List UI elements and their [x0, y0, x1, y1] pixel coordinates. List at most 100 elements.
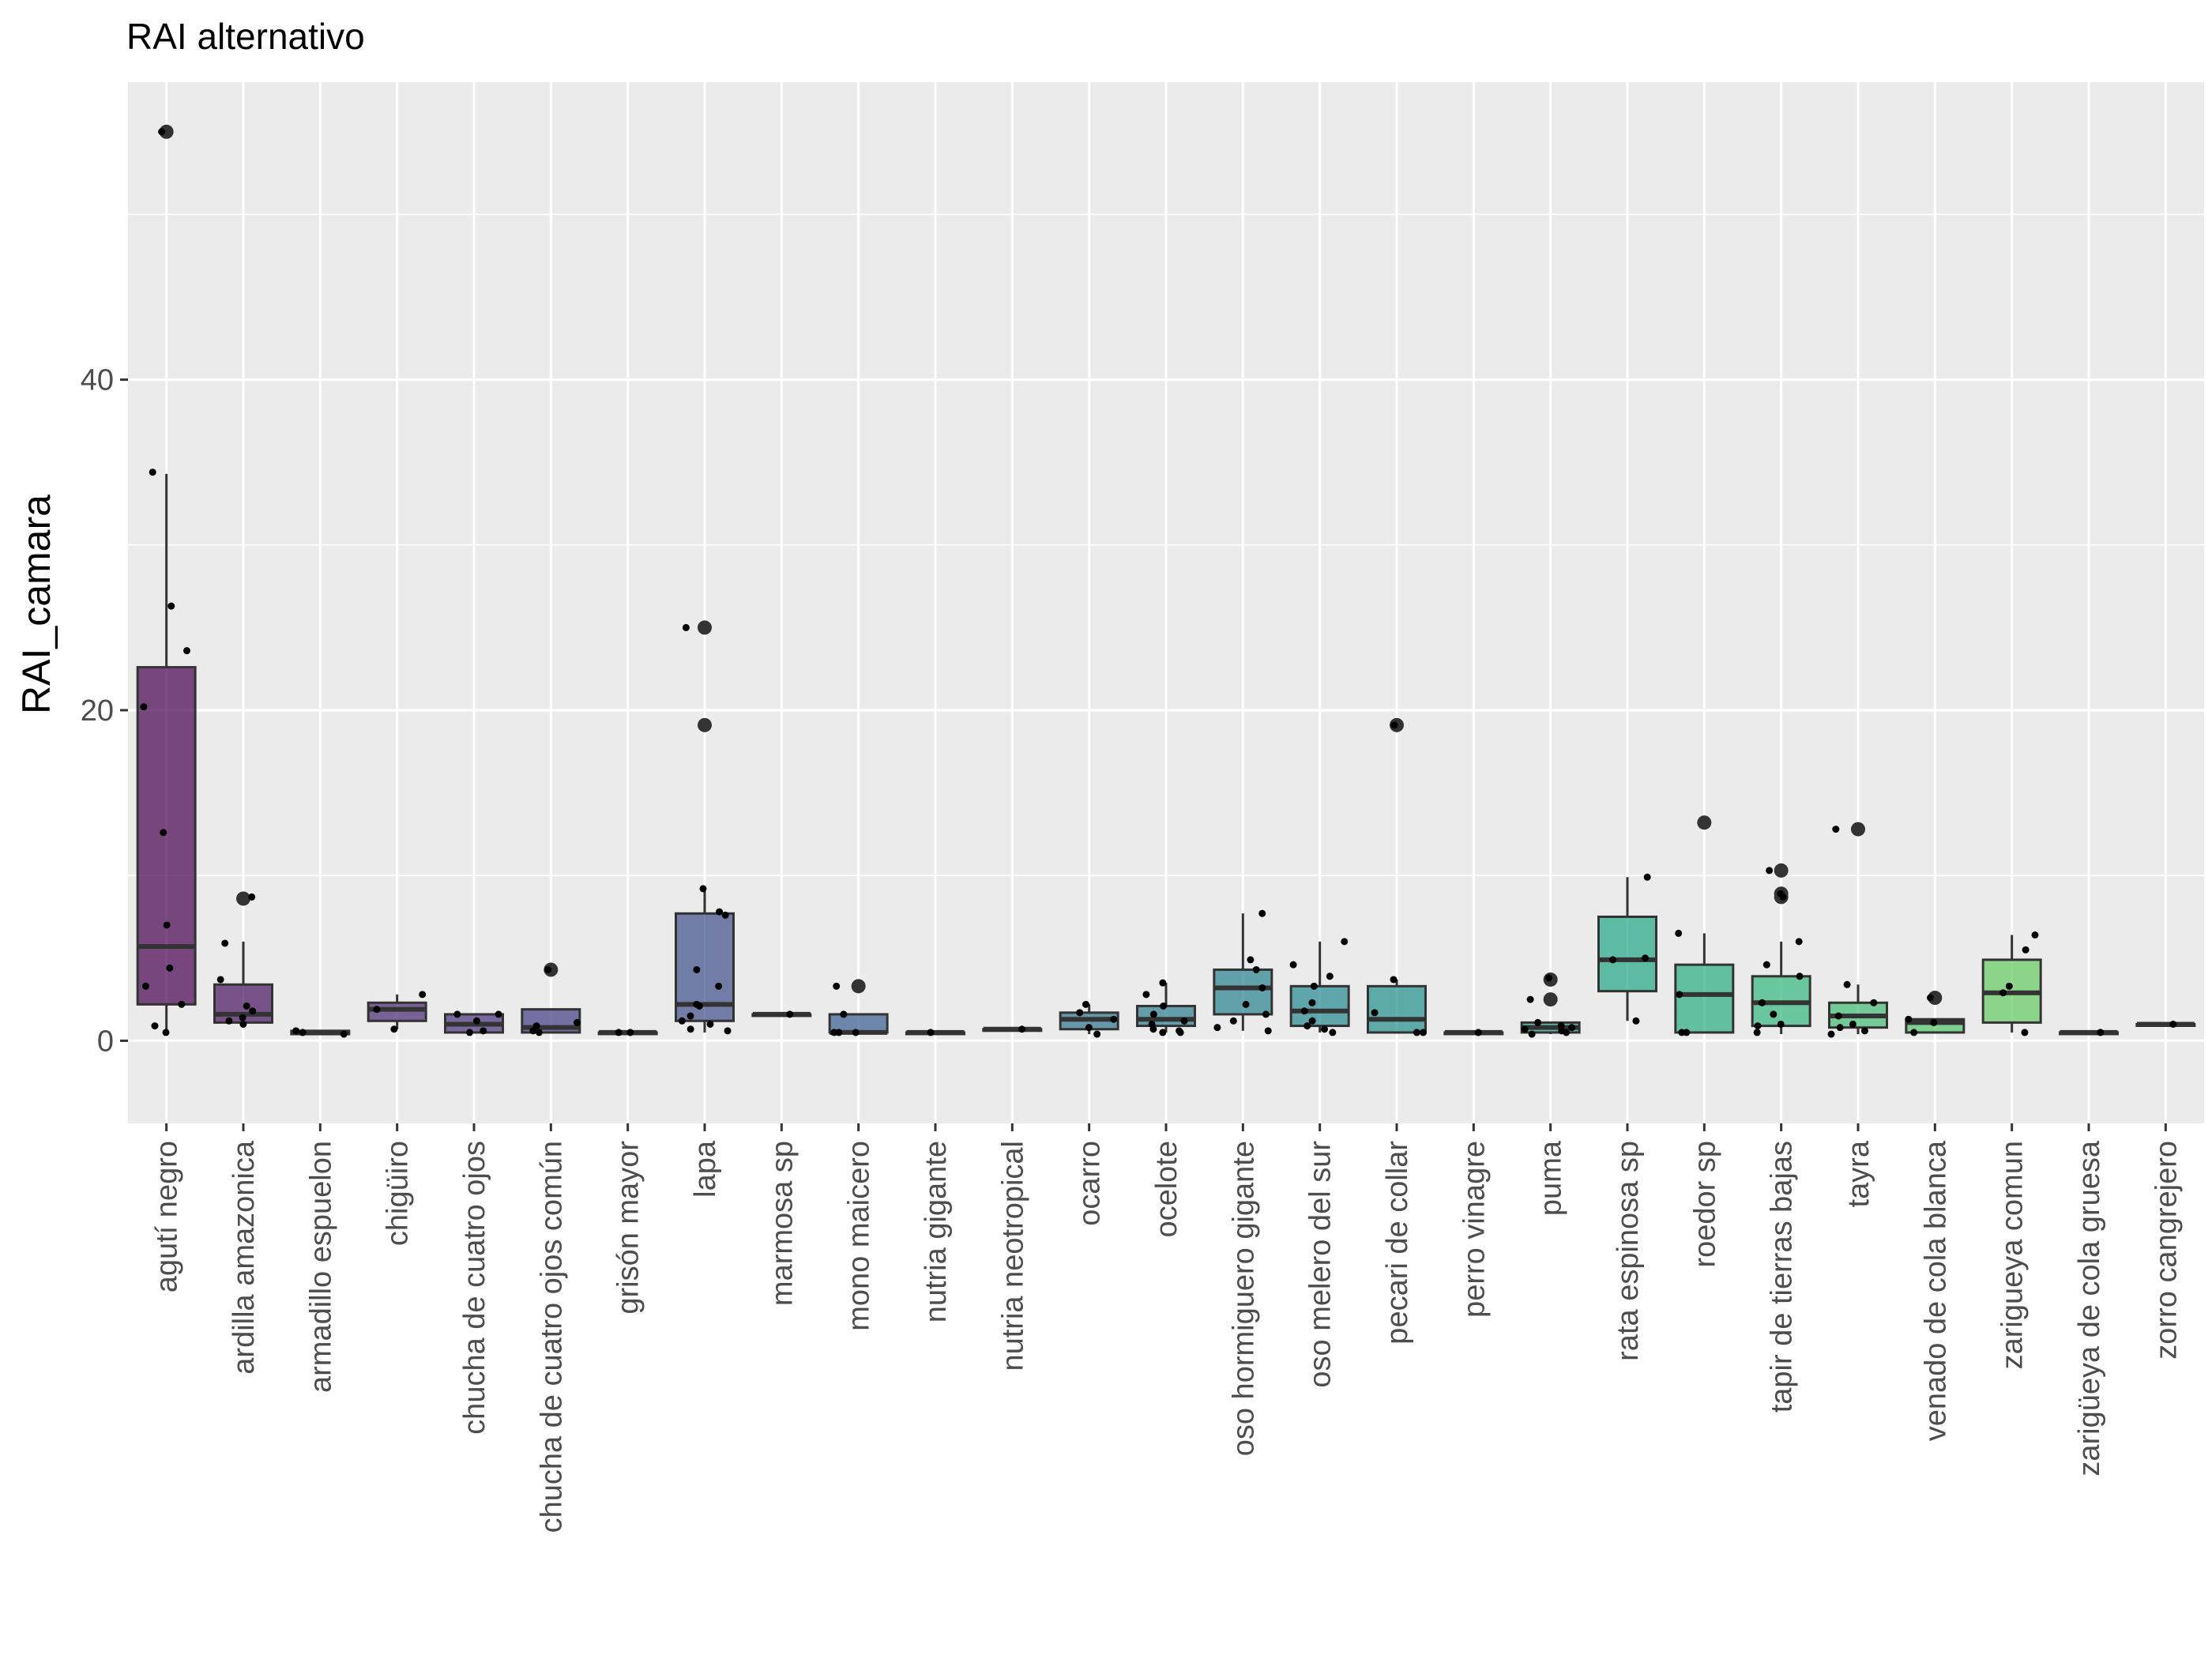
data-point [1110, 1015, 1118, 1023]
data-point [243, 1002, 250, 1010]
data-point [1642, 954, 1650, 962]
data-point [225, 1017, 233, 1025]
data-point [1229, 1017, 1237, 1025]
x-tick-label: rata espinosa sp [1612, 1141, 1645, 1361]
box-rect [1597, 915, 1657, 993]
data-point [1832, 826, 1840, 833]
x-tick-label: oso melero del sur [1304, 1141, 1337, 1388]
data-point [1308, 999, 1316, 1006]
box-21 [1674, 815, 1735, 1034]
y-tick-label: 0 [97, 1025, 114, 1058]
data-point [465, 1029, 473, 1036]
box-18 [1443, 1029, 1504, 1036]
x-tick-label: ocarro [1074, 1141, 1107, 1226]
data-point [1341, 938, 1349, 946]
data-point [1326, 972, 1334, 980]
x-tick-label: tayra [1842, 1140, 1875, 1207]
data-point [1142, 991, 1150, 999]
data-point [1018, 1025, 1026, 1033]
outlier-point [1928, 991, 1943, 1006]
data-point [724, 1027, 732, 1035]
data-point [1176, 1029, 1184, 1036]
data-point [1242, 1000, 1250, 1008]
data-point [480, 1027, 487, 1035]
data-point [2005, 982, 2013, 990]
data-point [1905, 1015, 1913, 1023]
box-rect [1289, 984, 1350, 1028]
y-axis-label: RAI_camara [14, 495, 58, 714]
data-point [1213, 1024, 1221, 1032]
box-13 [1059, 1004, 1119, 1035]
box-26 [2059, 1029, 2119, 1036]
x-tick-label: pecari de collar [1381, 1141, 1414, 1345]
data-point [1304, 1022, 1311, 1030]
x-tick-label: agutí negro [151, 1141, 184, 1292]
x-tick-label: chucha de cuatro ojos [458, 1141, 491, 1435]
data-point [1675, 929, 1683, 937]
data-point [830, 1029, 838, 1036]
outlier-point [1543, 992, 1558, 1007]
data-point [1678, 1029, 1686, 1036]
data-point [532, 1022, 540, 1030]
data-point [1390, 721, 1398, 729]
box-9 [751, 1011, 812, 1018]
data-point [1568, 1024, 1576, 1032]
data-point [840, 1010, 848, 1018]
x-tick-label: zorro cangrejero [2150, 1141, 2183, 1360]
data-point [1300, 1007, 1308, 1015]
data-point [1762, 961, 1770, 969]
data-point [1419, 1029, 1427, 1036]
data-point [1827, 1030, 1835, 1038]
data-point [1766, 867, 1774, 875]
x-tick-label: tapir de tierras bajas [1766, 1141, 1799, 1413]
data-point [1870, 999, 1878, 1006]
data-point [1528, 1030, 1536, 1038]
data-point [626, 1029, 634, 1036]
data-point [1321, 1025, 1329, 1033]
data-point [1834, 1012, 1842, 1020]
data-point [678, 1017, 686, 1025]
data-point [1795, 938, 1803, 946]
jitter-points [140, 128, 2177, 1038]
data-point [2097, 1029, 2105, 1036]
data-point [182, 647, 190, 655]
x-tick-label: chucha de cuatro ojos común [535, 1141, 568, 1533]
box-2 [213, 891, 273, 1025]
data-point [140, 703, 148, 711]
data-point [687, 1025, 694, 1033]
data-point [1180, 1017, 1188, 1025]
data-point [1860, 1027, 1868, 1035]
x-tick-label: nutria neotropical [996, 1141, 1029, 1371]
data-point [699, 885, 707, 893]
data-point [1676, 991, 1683, 999]
data-point [695, 1002, 703, 1010]
box-25 [1981, 935, 2042, 1033]
data-point [178, 1000, 186, 1008]
data-point [1796, 972, 1804, 980]
outlier-point [236, 891, 250, 906]
data-point [1930, 1018, 1938, 1026]
box-rect [136, 666, 197, 1006]
x-tick-label: zarigüeya de cola gruesa [2073, 1140, 2106, 1476]
data-point [1643, 873, 1651, 881]
x-tick-label: ocelote [1150, 1141, 1183, 1238]
box-rect [1213, 968, 1273, 1016]
data-point [1390, 976, 1398, 984]
data-point [927, 1029, 935, 1036]
data-point [160, 829, 167, 837]
y-tick-label: 20 [81, 694, 114, 728]
x-tick-label: chigüiro [382, 1141, 415, 1246]
data-point [1258, 984, 1266, 991]
box-rect [1367, 984, 1427, 1034]
data-point [1076, 1009, 1084, 1017]
box-8 [675, 620, 735, 1033]
data-point [1777, 890, 1785, 897]
data-point [1308, 1017, 1316, 1025]
data-point [299, 1029, 307, 1036]
data-point [544, 965, 552, 973]
box-11 [905, 1029, 965, 1036]
data-point [687, 1012, 694, 1020]
data-point [1264, 1027, 1272, 1035]
x-tick-label: marmosa sp [766, 1141, 799, 1306]
